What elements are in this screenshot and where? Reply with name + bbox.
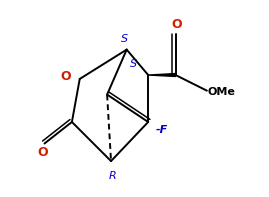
Text: OMe: OMe: [208, 87, 236, 97]
Text: R: R: [109, 171, 117, 181]
Text: S: S: [130, 59, 137, 69]
Text: O: O: [171, 18, 182, 31]
Text: O: O: [37, 146, 48, 159]
Text: S: S: [121, 34, 128, 44]
Text: -F: -F: [156, 125, 168, 135]
Polygon shape: [148, 73, 176, 76]
Text: O: O: [61, 70, 71, 83]
